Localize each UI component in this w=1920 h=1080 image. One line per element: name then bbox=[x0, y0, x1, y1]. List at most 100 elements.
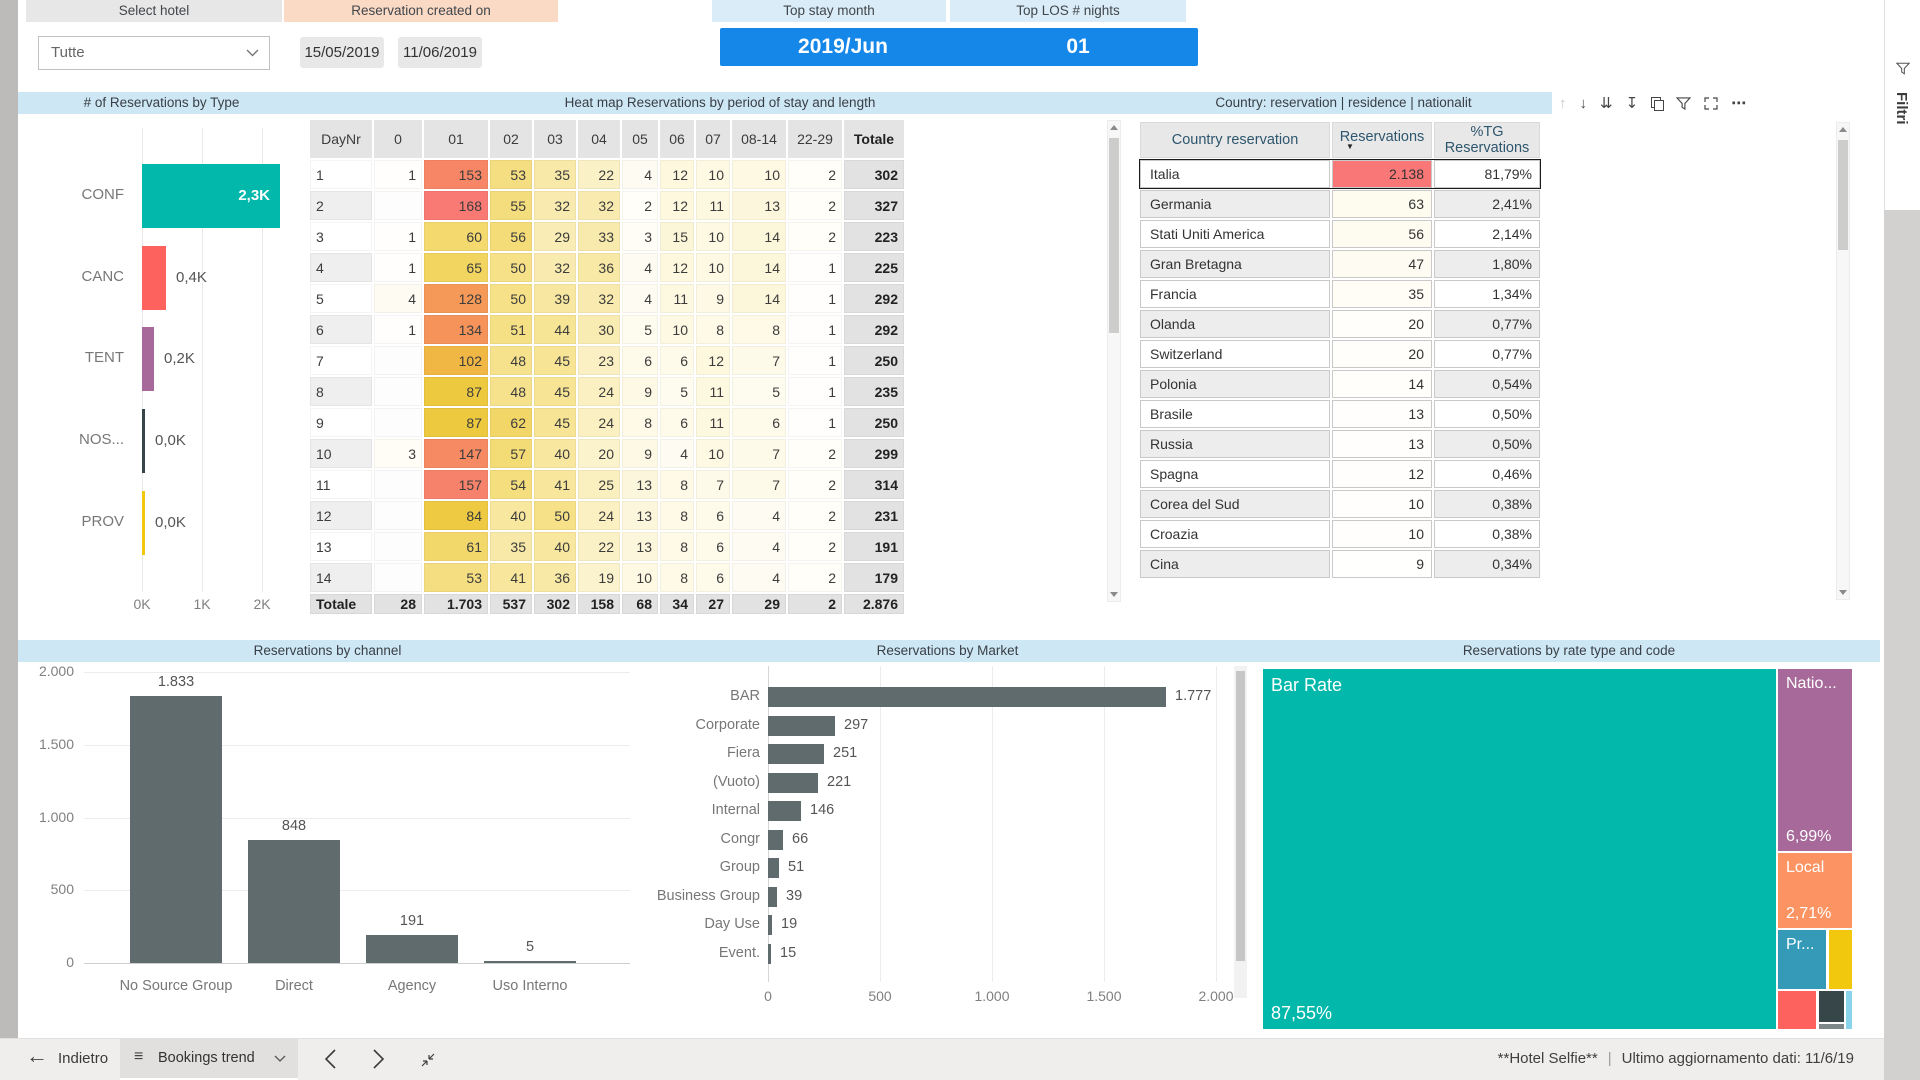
heatmap-cell[interactable] bbox=[374, 191, 422, 220]
heatmap-cell[interactable]: 6 bbox=[732, 408, 786, 437]
country-row[interactable]: Polonia 14 0,54% bbox=[1140, 370, 1540, 398]
heatmap-cell[interactable]: 44 bbox=[534, 315, 576, 344]
heatmap-cell[interactable]: 6 bbox=[696, 532, 730, 561]
heatmap-cell[interactable]: 30 bbox=[578, 315, 620, 344]
market-bar-event[interactable] bbox=[768, 943, 771, 964]
heatmap-cell[interactable]: 41 bbox=[534, 470, 576, 499]
heatmap-scrollbar-thumb[interactable] bbox=[1109, 138, 1119, 333]
heatmap-cell[interactable] bbox=[374, 532, 422, 561]
market-bar-bar[interactable] bbox=[768, 687, 1166, 707]
country-pct-cell[interactable]: 2,14% bbox=[1434, 220, 1540, 248]
treemap-tile-block4[interactable] bbox=[1829, 930, 1852, 989]
heatmap-cell[interactable]: 1 bbox=[788, 315, 842, 344]
country-scrollbar[interactable] bbox=[1836, 122, 1850, 600]
heatmap-cell[interactable]: 4 bbox=[732, 532, 786, 561]
heatmap-cell[interactable]: 4 bbox=[374, 284, 422, 313]
country-pct-cell[interactable]: 0,38% bbox=[1434, 520, 1540, 548]
market-bar-fiera[interactable] bbox=[768, 744, 824, 764]
heatmap-cell[interactable]: 61 bbox=[424, 532, 488, 561]
heatmap-cell[interactable]: 157 bbox=[424, 470, 488, 499]
heatmap-cell[interactable]: 32 bbox=[578, 191, 620, 220]
heatmap-cell[interactable]: 6 bbox=[696, 501, 730, 530]
country-reservations-cell[interactable]: 20 bbox=[1332, 310, 1432, 338]
heatmap-column-header[interactable]: 02 bbox=[490, 120, 532, 158]
country-pct-cell[interactable]: 0,46% bbox=[1434, 460, 1540, 488]
heatmap-cell[interactable]: 10 bbox=[660, 315, 694, 344]
heatmap-cell[interactable]: 10 bbox=[696, 253, 730, 282]
heatmap-cell[interactable]: 15 bbox=[660, 222, 694, 251]
back-button[interactable]: Indietro bbox=[58, 1050, 109, 1067]
country-name-cell[interactable]: Italia bbox=[1140, 160, 1330, 188]
country-name-cell[interactable]: Russia bbox=[1140, 430, 1330, 458]
heatmap-cell[interactable]: 41 bbox=[490, 563, 532, 592]
heatmap-cell[interactable]: 24 bbox=[578, 377, 620, 406]
heatmap-column-header[interactable]: DayNr bbox=[310, 120, 372, 158]
country-name-cell[interactable]: Polonia bbox=[1140, 370, 1330, 398]
heatmap-cell[interactable]: 23 bbox=[578, 346, 620, 375]
heatmap-cell[interactable] bbox=[374, 470, 422, 499]
treemap-tile-barrate[interactable]: Bar Rate 87,55% bbox=[1263, 669, 1776, 1029]
treemap-tile-pr[interactable]: Pr... bbox=[1778, 930, 1826, 989]
heatmap-cell[interactable]: 10 bbox=[696, 160, 730, 189]
heatmap-column-header[interactable]: 05 bbox=[622, 120, 658, 158]
heatmap-cell[interactable]: 5 bbox=[660, 377, 694, 406]
country-pct-cell[interactable]: 1,80% bbox=[1434, 250, 1540, 278]
heatmap-cell[interactable]: 2 bbox=[788, 532, 842, 561]
heatmap-cell[interactable]: 4 bbox=[732, 501, 786, 530]
heatmap-cell[interactable]: 12 bbox=[660, 160, 694, 189]
heatmap-cell[interactable]: 60 bbox=[424, 222, 488, 251]
country-pct-cell[interactable]: 0,77% bbox=[1434, 340, 1540, 368]
country-scrollbar-thumb[interactable] bbox=[1838, 140, 1848, 250]
market-bar-corporate[interactable] bbox=[768, 715, 835, 736]
heatmap-cell[interactable]: 19 bbox=[578, 563, 620, 592]
heatmap-cell[interactable]: 4 bbox=[660, 439, 694, 468]
country-pct-cell[interactable]: 0,50% bbox=[1434, 430, 1540, 458]
country-reservations-cell[interactable]: 2.138 bbox=[1332, 160, 1432, 188]
heatmap-cell[interactable]: 36 bbox=[578, 253, 620, 282]
heatmap-cell[interactable]: 5 bbox=[732, 377, 786, 406]
heatmap-cell[interactable]: 11 bbox=[696, 408, 730, 437]
country-pct-cell[interactable]: 1,34% bbox=[1434, 280, 1540, 308]
heatmap-cell[interactable]: 2 bbox=[622, 191, 658, 220]
country-row[interactable]: Olanda 20 0,77% bbox=[1140, 310, 1540, 338]
heatmap-column-header[interactable]: 06 bbox=[660, 120, 694, 158]
heatmap-column-header[interactable]: 08-14 bbox=[732, 120, 786, 158]
heatmap-cell[interactable]: 7 bbox=[732, 346, 786, 375]
heatmap-cell[interactable]: 3 bbox=[374, 439, 422, 468]
heatmap-cell[interactable]: 8 bbox=[696, 315, 730, 344]
heatmap-cell[interactable]: 1 bbox=[788, 253, 842, 282]
scroll-down-arrow-icon[interactable] bbox=[1839, 590, 1847, 595]
heatmap-cell[interactable]: 2 bbox=[788, 563, 842, 592]
heatmap-cell[interactable]: 1 bbox=[788, 284, 842, 313]
heatmap-cell[interactable]: 24 bbox=[578, 501, 620, 530]
date-from-button[interactable]: 15/05/2019 bbox=[300, 37, 384, 68]
country-reservations-cell[interactable]: 13 bbox=[1332, 430, 1432, 458]
heatmap-cell[interactable] bbox=[374, 377, 422, 406]
country-pct-cell[interactable]: 0,34% bbox=[1434, 550, 1540, 578]
top-stay-month-value[interactable]: 2019/Jun bbox=[720, 28, 966, 66]
more-options-icon[interactable]: ⋯ bbox=[1731, 94, 1747, 112]
heatmap-cell[interactable]: 4 bbox=[622, 253, 658, 282]
country-name-cell[interactable]: Switzerland bbox=[1140, 340, 1330, 368]
heatmap-column-header[interactable]: Totale bbox=[844, 120, 904, 158]
heatmap-cell[interactable]: 50 bbox=[490, 284, 532, 313]
channel-bar-nosourcegroup[interactable] bbox=[130, 696, 222, 963]
country-row[interactable]: Brasile 13 0,50% bbox=[1140, 400, 1540, 428]
country-pct-cell[interactable]: 0,77% bbox=[1434, 310, 1540, 338]
show-next-level-icon[interactable]: ⇊ bbox=[1600, 94, 1613, 112]
country-reservations-cell[interactable]: 35 bbox=[1332, 280, 1432, 308]
channel-bar-direct[interactable] bbox=[248, 840, 340, 963]
heatmap-cell[interactable]: 134 bbox=[424, 315, 488, 344]
type-bar-prov[interactable] bbox=[142, 490, 145, 555]
country-reservations-cell[interactable]: 13 bbox=[1332, 400, 1432, 428]
date-to-button[interactable]: 11/06/2019 bbox=[398, 37, 482, 68]
heatmap-cell[interactable]: 11 bbox=[696, 377, 730, 406]
heatmap-cell[interactable]: 1 bbox=[374, 253, 422, 282]
market-bar-vuoto[interactable] bbox=[768, 772, 818, 793]
heatmap-cell[interactable]: 22 bbox=[578, 532, 620, 561]
heatmap-cell[interactable]: 14 bbox=[732, 284, 786, 313]
country-pct-cell[interactable]: 0,38% bbox=[1434, 490, 1540, 518]
heatmap-cell[interactable]: 32 bbox=[534, 253, 576, 282]
heatmap-cell[interactable]: 40 bbox=[534, 532, 576, 561]
expand-all-icon[interactable]: ↧ bbox=[1625, 94, 1639, 112]
